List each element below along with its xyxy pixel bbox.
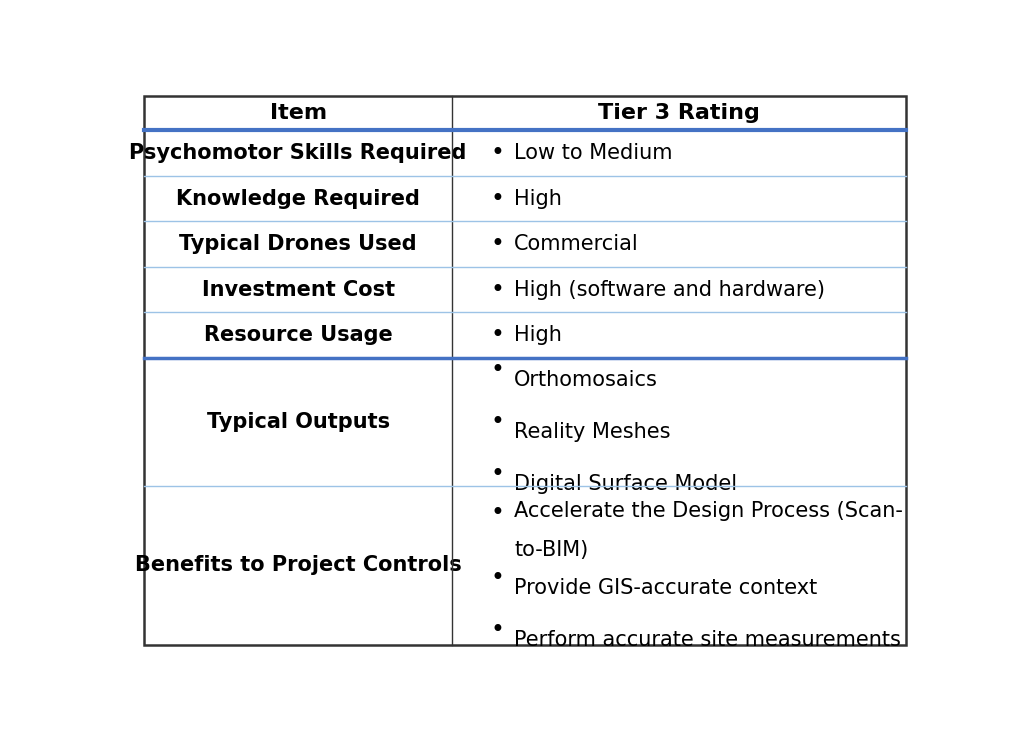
Text: Accelerate the Design Process (Scan-
to-BIM): Accelerate the Design Process (Scan- to-…: [514, 501, 903, 560]
Text: Typical Drones Used: Typical Drones Used: [179, 234, 417, 254]
Text: •: •: [490, 462, 505, 486]
Text: •: •: [490, 566, 505, 590]
Text: Perform accurate site measurements: Perform accurate site measurements: [514, 630, 901, 650]
Text: Reality Meshes: Reality Meshes: [514, 422, 671, 442]
Text: Knowledge Required: Knowledge Required: [176, 189, 420, 208]
Text: Commercial: Commercial: [514, 234, 639, 254]
Text: Benefits to Project Controls: Benefits to Project Controls: [135, 556, 462, 575]
Text: Typical Outputs: Typical Outputs: [207, 412, 390, 432]
Text: •: •: [490, 410, 505, 433]
Text: High (software and hardware): High (software and hardware): [514, 280, 825, 300]
Text: Resource Usage: Resource Usage: [204, 325, 392, 345]
Text: Provide GIS-accurate context: Provide GIS-accurate context: [514, 577, 817, 598]
Text: •: •: [490, 618, 505, 642]
Text: •: •: [490, 186, 505, 211]
Text: Orthomosaics: Orthomosaics: [514, 370, 658, 390]
Text: Digital Surface Model: Digital Surface Model: [514, 474, 737, 494]
Text: •: •: [490, 141, 505, 165]
Text: •: •: [490, 357, 505, 382]
Text: High: High: [514, 325, 562, 345]
Text: High: High: [514, 189, 562, 208]
Text: Psychomotor Skills Required: Psychomotor Skills Required: [129, 143, 467, 163]
Text: Low to Medium: Low to Medium: [514, 143, 673, 163]
Text: Item: Item: [269, 103, 327, 124]
Text: •: •: [490, 323, 505, 347]
Text: Tier 3 Rating: Tier 3 Rating: [598, 103, 760, 124]
Text: •: •: [490, 501, 505, 525]
Text: Investment Cost: Investment Cost: [202, 280, 394, 300]
Text: •: •: [490, 232, 505, 256]
Text: •: •: [490, 278, 505, 302]
